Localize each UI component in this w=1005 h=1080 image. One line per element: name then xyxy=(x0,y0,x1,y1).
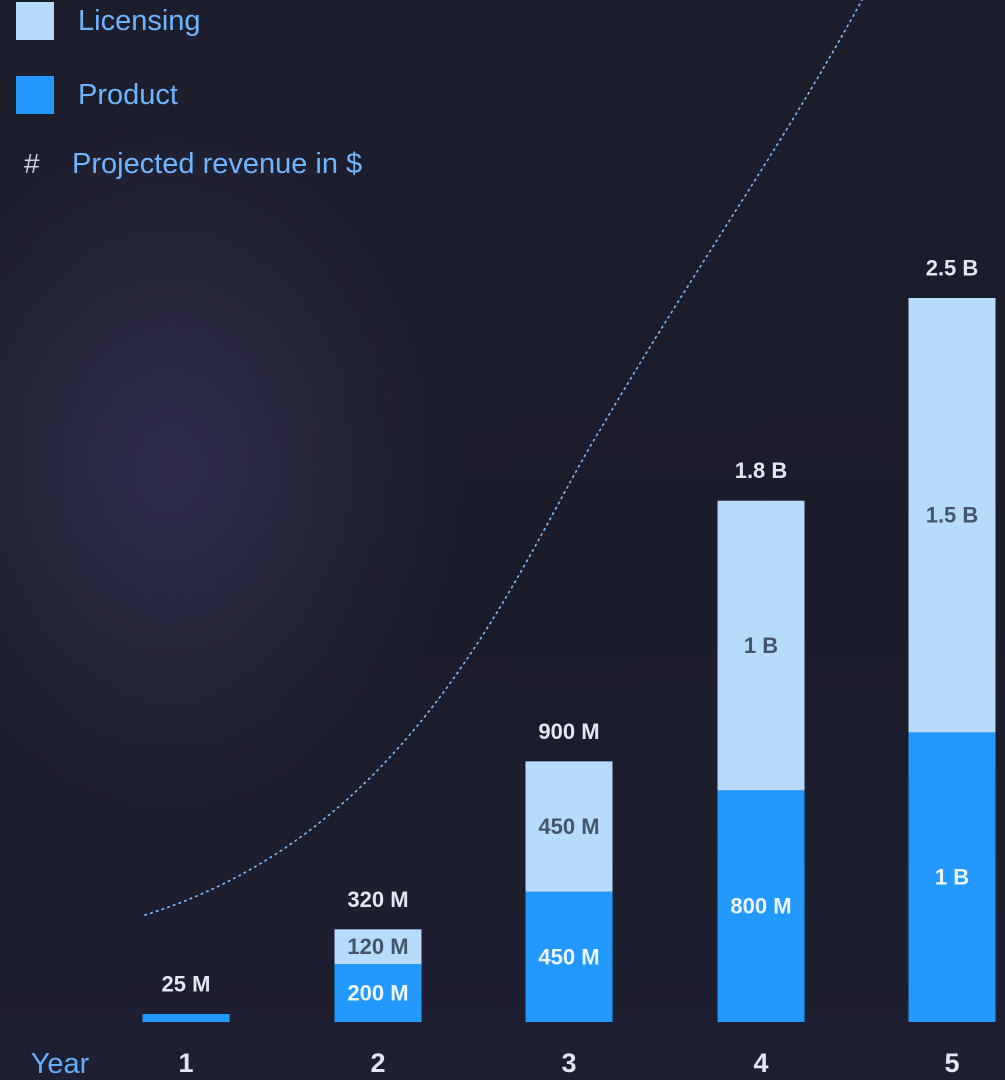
bar-licensing-year-3 xyxy=(525,761,613,892)
bar-licensing-year-2 xyxy=(334,929,422,965)
total-label-year-2: 320 M xyxy=(347,887,408,912)
trend-line xyxy=(144,0,863,916)
label-product-year-5: 1 B xyxy=(935,865,969,890)
bar-product-year-3 xyxy=(525,891,613,1022)
label-licensing-year-5: 1.5 B xyxy=(926,503,979,528)
total-label-year-5: 2.5 B xyxy=(926,256,979,281)
legend-label-product: Product xyxy=(78,79,178,111)
total-label-year-1: 25 M xyxy=(162,972,211,997)
bar-product-year-1 xyxy=(142,1014,230,1022)
hash-icon: # xyxy=(24,148,40,179)
label-licensing-year-3: 450 M xyxy=(538,814,599,839)
x-tick-1: 1 xyxy=(178,1048,193,1078)
x-tick-4: 4 xyxy=(753,1048,768,1078)
bar-product-year-2 xyxy=(334,964,422,1022)
label-product-year-3: 450 M xyxy=(538,944,599,969)
product-swatch-icon xyxy=(16,76,54,114)
legend-label-licensing: Licensing xyxy=(78,5,201,37)
x-tick-3: 3 xyxy=(561,1048,576,1078)
bars: 25 M 1 200 M 120 M 320 M 2 450 M 450 M 900 M 3 800… xyxy=(142,256,996,1078)
licensing-swatch-icon xyxy=(16,2,54,40)
x-tick-5: 5 xyxy=(944,1048,959,1078)
bar-licensing-year-5 xyxy=(908,298,996,733)
revenue-note: Projected revenue in $ xyxy=(72,148,363,180)
label-licensing-year-4: 1 B xyxy=(744,633,778,658)
x-axis-label: Year xyxy=(31,1048,90,1080)
bar-licensing-year-4 xyxy=(717,500,805,791)
total-label-year-4: 1.8 B xyxy=(735,458,788,483)
label-product-year-2: 200 M xyxy=(347,981,408,1006)
x-tick-2: 2 xyxy=(370,1048,385,1078)
bar-product-year-4 xyxy=(717,790,805,1022)
label-product-year-4: 800 M xyxy=(730,894,791,919)
label-licensing-year-2: 120 M xyxy=(347,934,408,959)
total-label-year-3: 900 M xyxy=(538,719,599,744)
bar-product-year-5 xyxy=(908,732,996,1022)
